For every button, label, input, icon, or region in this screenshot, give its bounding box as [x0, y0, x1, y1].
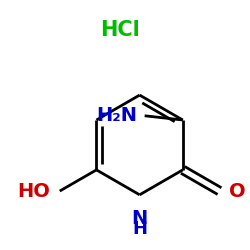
Text: O: O — [230, 182, 246, 201]
Text: HCl: HCl — [100, 20, 140, 40]
Text: HO: HO — [17, 182, 50, 201]
Text: N: N — [132, 208, 148, 228]
Text: H: H — [132, 220, 147, 238]
Text: H₂N: H₂N — [96, 106, 137, 125]
